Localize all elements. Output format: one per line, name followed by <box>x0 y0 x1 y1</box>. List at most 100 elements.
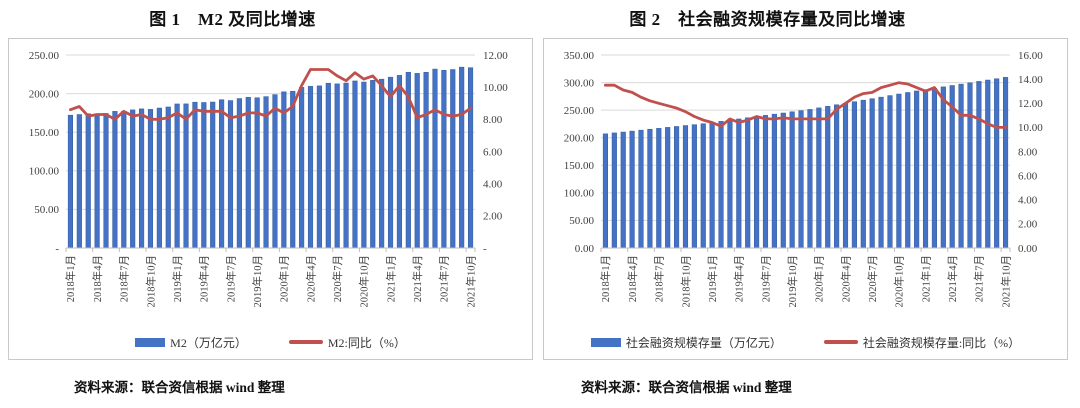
bar <box>647 128 653 249</box>
bar <box>878 96 884 249</box>
bar <box>352 80 358 249</box>
svg-text:4.00: 4.00 <box>483 178 503 190</box>
bar <box>174 103 180 249</box>
bar <box>85 113 91 249</box>
bar <box>922 89 929 249</box>
svg-text:12.00: 12.00 <box>1018 98 1043 110</box>
svg-text:2019年4月: 2019年4月 <box>198 255 211 302</box>
bar <box>414 73 420 249</box>
bar <box>441 70 447 249</box>
bar <box>896 93 902 249</box>
bar <box>789 111 795 249</box>
bar <box>290 90 296 249</box>
figure-2-chart: 350.00 300.00 250.00 200.00 150.00 100.00 50.0… <box>543 38 1068 360</box>
bar <box>656 128 662 249</box>
svg-text:-: - <box>483 243 487 255</box>
svg-text:100.00: 100.00 <box>29 166 60 178</box>
svg-text:2018年1月: 2018年1月 <box>64 255 77 302</box>
bar <box>299 87 305 249</box>
bar <box>638 129 644 249</box>
bars-series <box>67 66 474 249</box>
line-swatch-icon <box>823 340 858 344</box>
bar <box>674 126 680 249</box>
bar <box>192 101 198 249</box>
bar <box>379 78 385 249</box>
bar <box>343 82 349 249</box>
x-axis-labels: 2018年1月 2018年4月 2018年7月 2018年10月 2019年1月 2019… <box>64 255 477 308</box>
bar <box>825 106 831 249</box>
figure-1-source: 资料来源：联合资信根据 wind 整理 <box>74 380 285 395</box>
svg-text:2018年10月: 2018年10月 <box>144 255 157 308</box>
bar <box>620 131 626 249</box>
svg-text:2019年7月: 2019年7月 <box>759 255 772 302</box>
bar <box>754 116 760 249</box>
svg-text:2019年4月: 2019年4月 <box>733 255 746 302</box>
bar <box>771 113 777 249</box>
bar <box>842 103 849 249</box>
svg-text:2020年4月: 2020年4月 <box>304 255 317 302</box>
bar <box>1002 77 1009 249</box>
svg-text:2020年1月: 2020年1月 <box>813 255 826 302</box>
bar <box>718 121 724 249</box>
svg-text:12.00: 12.00 <box>483 50 508 62</box>
bar <box>905 92 911 249</box>
bar <box>602 133 609 249</box>
bar <box>272 94 278 249</box>
bar <box>210 101 216 249</box>
bar <box>994 78 1000 249</box>
svg-text:2021年10月: 2021年10月 <box>999 255 1012 308</box>
left-axis-labels: 350.00 300.00 250.00 200.00 150.00 100.00 50.0… <box>564 50 595 255</box>
bar <box>834 104 840 249</box>
svg-text:2.00: 2.00 <box>483 211 503 223</box>
x-axis-labels: 2018年1月 2018年4月 2018年7月 2018年10月 2019年1月 2019… <box>599 255 1012 308</box>
bar <box>914 90 920 249</box>
legend-label: M2（万亿元） <box>170 335 247 350</box>
gridlines <box>66 54 475 210</box>
svg-text:6.00: 6.00 <box>1018 170 1038 182</box>
svg-text:2021年4月: 2021年4月 <box>411 255 424 302</box>
bar <box>869 98 875 249</box>
svg-text:2.00: 2.00 <box>1018 219 1038 231</box>
bar <box>94 113 100 249</box>
svg-text:-: - <box>55 243 59 255</box>
svg-text:2021年4月: 2021年4月 <box>946 255 959 302</box>
svg-text:2018年4月: 2018年4月 <box>91 255 104 302</box>
bars-series <box>602 77 1009 249</box>
svg-text:150.00: 150.00 <box>29 127 60 139</box>
figure-1-title: 图 1 M2 及同比增速 <box>149 10 316 29</box>
bar <box>851 101 857 249</box>
svg-text:2020年10月: 2020年10月 <box>358 255 371 308</box>
svg-text:2018年4月: 2018年4月 <box>626 255 639 302</box>
svg-text:16.00: 16.00 <box>1018 50 1043 62</box>
bar <box>432 68 438 249</box>
figure-2-title: 图 2 社会融资规模存量及同比增速 <box>629 10 906 29</box>
svg-text:10.00: 10.00 <box>1018 122 1043 134</box>
bar <box>201 102 207 249</box>
svg-text:2018年1月: 2018年1月 <box>599 255 612 302</box>
bar <box>103 113 109 249</box>
bar <box>370 80 376 249</box>
bar <box>629 130 635 249</box>
svg-text:200.00: 200.00 <box>29 88 60 100</box>
bar <box>709 122 715 249</box>
bar <box>985 79 991 249</box>
svg-text:0.00: 0.00 <box>575 243 595 255</box>
svg-text:2018年7月: 2018年7月 <box>653 255 666 302</box>
svg-text:4.00: 4.00 <box>1018 195 1038 207</box>
svg-text:10.00: 10.00 <box>483 82 508 94</box>
svg-text:250.00: 250.00 <box>29 50 60 62</box>
svg-text:200.00: 200.00 <box>564 133 595 145</box>
bar <box>423 72 429 249</box>
bar <box>736 118 742 249</box>
bar <box>325 82 331 249</box>
bar <box>130 109 136 249</box>
svg-text:8.00: 8.00 <box>1018 146 1038 158</box>
svg-text:2019年10月: 2019年10月 <box>251 255 264 308</box>
figure-2-source: 资料来源：联合资信根据 wind 整理 <box>581 380 792 395</box>
bar <box>67 114 74 249</box>
bar <box>263 96 269 249</box>
svg-text:2021年1月: 2021年1月 <box>919 255 932 302</box>
svg-text:100.00: 100.00 <box>564 188 595 200</box>
bar <box>112 111 118 249</box>
